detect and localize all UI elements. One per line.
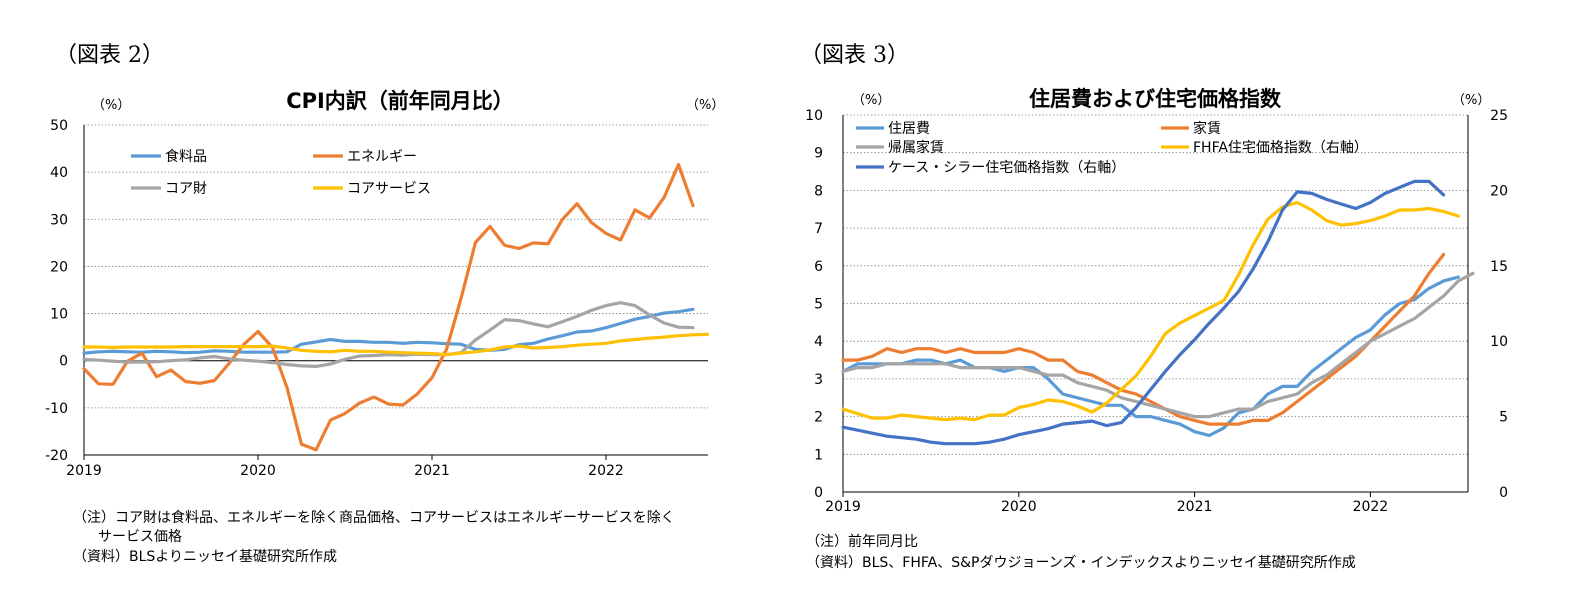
legend-label-2: 帰属家賃 [888, 139, 944, 156]
note-2: （注）前年同月比 [806, 534, 918, 550]
legend-label-3: コアサービス [347, 181, 431, 197]
series-line-1 [82, 163, 695, 452]
y-tick-label: 9 [814, 146, 823, 162]
x-tick-label: 2021 [414, 463, 450, 479]
y-tick-label: 40 [50, 165, 68, 181]
y-tick-label: 10 [805, 108, 823, 124]
y-tick-label: 4 [814, 334, 823, 350]
y-right-tick-label: 15 [1490, 259, 1508, 275]
housing-cost-chart: 住居費および住宅価格指数 （%） （%） 1098765432102520151… [805, 87, 1508, 515]
source-1: （資料）BLSよりニッセイ基礎研究所作成 [73, 549, 338, 565]
y-tick-label: -10 [45, 401, 68, 417]
chart-title: 住居費および住宅価格指数 [1029, 87, 1282, 111]
y-right-tick-label: 0 [1499, 485, 1508, 501]
y-tick-label: 7 [814, 221, 823, 237]
series-line-3 [841, 200, 1460, 422]
series-line-0 [82, 307, 695, 355]
legend-label-1: 家賃 [1193, 120, 1221, 137]
legend-label-1: エネルギー [347, 149, 417, 165]
y-right-tick-label: 10 [1490, 334, 1508, 350]
series-line-4 [841, 179, 1446, 446]
y-tick-label: 1 [814, 447, 823, 463]
series-line-2 [82, 301, 695, 368]
x-tick-label: 2019 [66, 463, 102, 479]
legend-label-2: コア財 [165, 181, 207, 197]
legend-label-0: 食料品 [165, 148, 207, 165]
note-1: （注）コア財は食料品、エネルギーを除く商品価格、コアサービスはエネルギーサービス… [73, 510, 675, 526]
y-tick-label: 0 [814, 485, 823, 501]
y-right-tick-label: 20 [1490, 183, 1508, 199]
source-2: （資料）BLS、FHFA、S&Pダウジョーンズ・インデックスよりニッセイ基礎研究… [806, 555, 1356, 571]
y-unit-left: （%） [92, 98, 130, 113]
panel-label-2: （図表 3） [800, 43, 909, 68]
y-tick-label: -20 [45, 448, 68, 464]
y-unit-left: （%） [852, 93, 890, 108]
x-tick-label: 2021 [1177, 499, 1213, 515]
y-right-tick-label: 25 [1490, 108, 1508, 124]
y-unit-right: （%） [1452, 93, 1490, 108]
legend-label-3: FHFA住宅価格指数（右軸） [1193, 140, 1368, 156]
y-tick-label: 20 [50, 259, 68, 275]
x-tick-label: 2019 [825, 499, 861, 515]
y-tick-label: 8 [814, 183, 823, 199]
note-1-cont: サービス価格 [98, 529, 182, 545]
y-tick-label: 5 [814, 297, 823, 313]
legend-label-0: 住居費 [888, 121, 930, 137]
y-right-tick-label: 5 [1499, 410, 1508, 426]
y-unit-right: （%） [686, 98, 724, 113]
panel-label-1: （図表 2） [55, 43, 164, 68]
legend-label-4: ケース・シラー住宅価格指数（右軸） [888, 160, 1125, 176]
series-line-3 [82, 332, 710, 357]
y-tick-label: 30 [50, 212, 68, 228]
series-line-2 [841, 271, 1475, 419]
x-tick-label: 2022 [588, 463, 624, 479]
cpi-breakdown-chart: CPI内訳（前年同月比） （%） （%） 50 40 30 20 10 0 -10 -20 2… [45, 89, 724, 479]
x-tick-label: 2022 [1353, 499, 1389, 515]
y-tick-label: 6 [814, 259, 823, 275]
y-tick-label: 0 [59, 354, 68, 370]
chart-title: CPI内訳（前年同月比） [286, 89, 514, 113]
x-tick-label: 2020 [1001, 499, 1037, 515]
y-tick-label: 50 [50, 118, 68, 134]
y-tick-label: 10 [50, 307, 68, 323]
x-tick-label: 2020 [240, 463, 276, 479]
y-tick-label: 3 [814, 372, 823, 388]
y-tick-label: 2 [814, 410, 823, 426]
